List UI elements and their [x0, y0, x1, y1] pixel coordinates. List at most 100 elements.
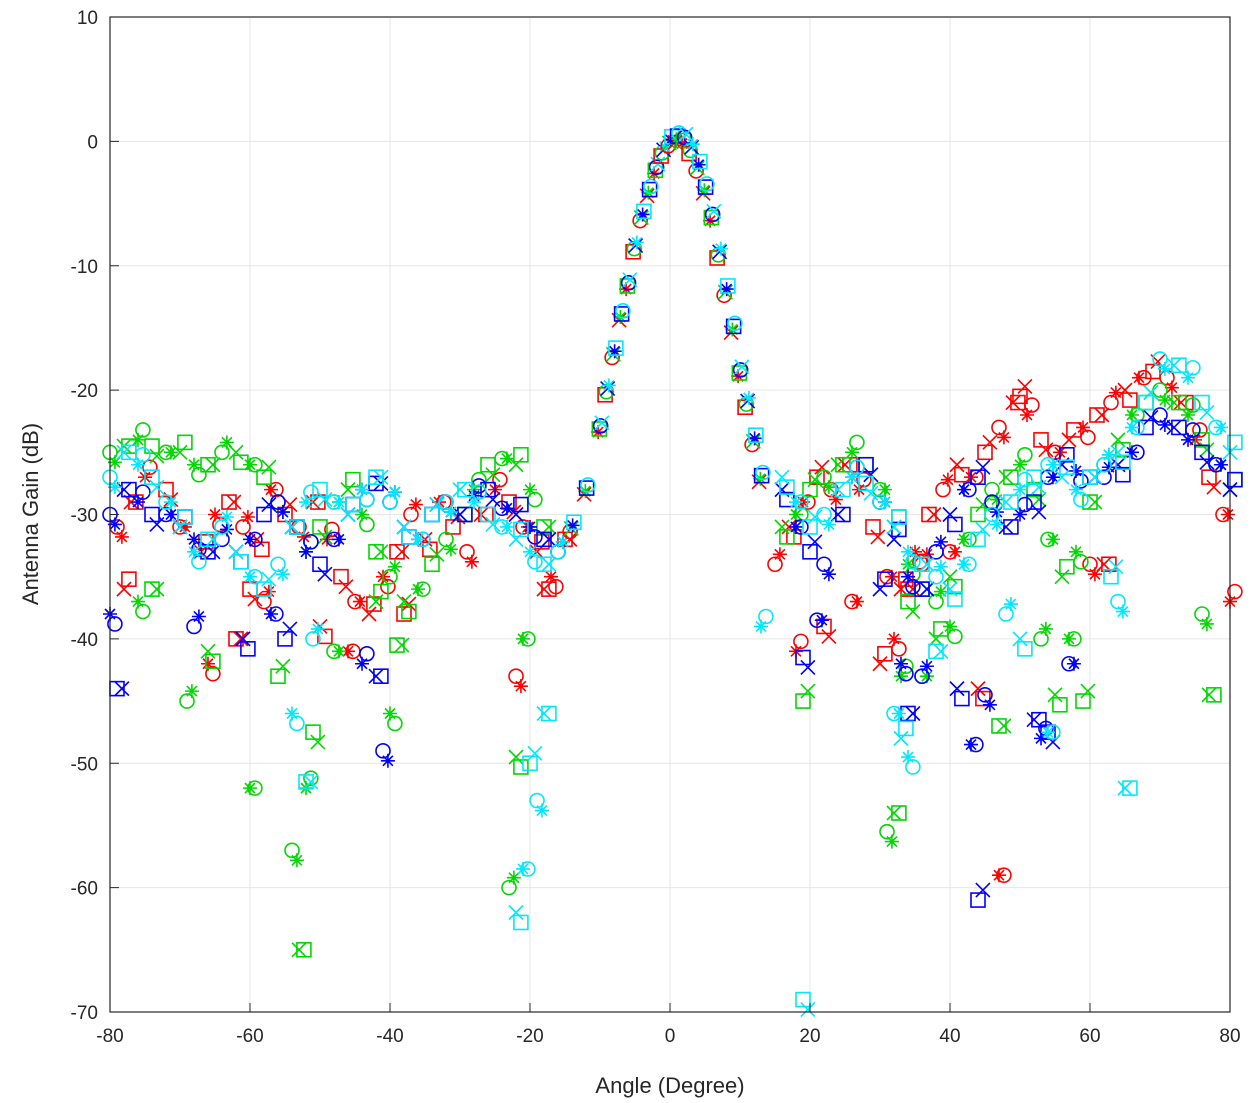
x-marker: [942, 506, 958, 523]
star-marker: [1062, 631, 1076, 646]
circle-marker: [459, 544, 475, 560]
x-marker: [886, 805, 902, 821]
x-marker: [485, 492, 501, 508]
star-marker: [1157, 417, 1172, 432]
square-marker: [144, 581, 160, 597]
star-marker: [821, 567, 836, 582]
circle-marker: [879, 823, 895, 840]
square-marker: [536, 556, 552, 573]
x-marker: [340, 482, 356, 498]
square-marker: [1138, 394, 1154, 411]
star-marker: [1020, 408, 1034, 422]
square-marker: [1145, 363, 1161, 380]
star-marker: [992, 868, 1006, 883]
square-marker: [513, 759, 529, 775]
star-marker: [789, 519, 803, 534]
x-marker: [998, 469, 1014, 485]
x-marker: [919, 556, 935, 572]
circle-marker: [1017, 446, 1033, 463]
x-marker: [508, 749, 524, 765]
x-marker: [541, 556, 557, 572]
circle-marker: [758, 608, 774, 625]
star-marker: [523, 482, 537, 497]
star-marker: [607, 344, 622, 359]
circle-marker: [1073, 473, 1089, 489]
star-marker: [243, 532, 257, 547]
x-marker: [485, 516, 501, 533]
circle-marker: [359, 516, 375, 533]
x-marker: [949, 457, 965, 473]
x-marker: [678, 126, 694, 142]
star-marker: [754, 619, 768, 634]
star-marker: [891, 706, 906, 721]
square-marker: [858, 475, 874, 492]
star-marker: [1199, 616, 1214, 631]
star-marker: [685, 137, 700, 152]
star-marker: [296, 529, 311, 544]
x-marker: [926, 506, 942, 523]
star-marker: [219, 522, 234, 537]
square-marker: [608, 340, 624, 356]
x-marker: [1054, 469, 1070, 485]
x-marker: [541, 531, 557, 547]
circle-marker: [984, 481, 1000, 498]
circle-marker: [520, 631, 536, 647]
x-marker: [508, 457, 524, 473]
square-marker: [1206, 687, 1222, 703]
x-marker: [205, 457, 221, 473]
star-marker: [506, 870, 521, 885]
x-marker: [870, 529, 886, 545]
star-marker: [1101, 460, 1116, 475]
x-marker: [893, 730, 909, 746]
y-tick-labels: 10 0 -10 -20 -30 -40 -50 -60 -70: [71, 8, 119, 1024]
y-tick-label: -70: [71, 1003, 98, 1024]
square-marker: [795, 649, 811, 666]
x-marker: [317, 492, 333, 508]
star-marker: [201, 656, 215, 671]
star-marker: [629, 235, 644, 250]
y-tick-label: 0: [87, 132, 98, 153]
star-marker: [919, 547, 934, 562]
x-marker: [905, 705, 921, 722]
star-marker: [845, 470, 859, 485]
star-marker: [901, 544, 915, 559]
circle-marker: [1073, 553, 1089, 570]
square-marker: [748, 427, 764, 444]
circle-marker: [793, 494, 809, 510]
x-marker: [429, 546, 445, 562]
star-marker: [355, 656, 369, 671]
star-marker: [1132, 370, 1146, 385]
circle-marker: [284, 842, 300, 859]
x-marker: [1199, 454, 1215, 470]
square-marker: [424, 506, 440, 523]
x-marker: [886, 531, 902, 547]
circle-marker: [947, 628, 963, 645]
circle-marker: [550, 544, 566, 560]
square-marker: [947, 516, 963, 533]
x-marker: [1201, 687, 1217, 703]
star-marker: [1157, 393, 1172, 408]
x-marker: [1110, 444, 1126, 460]
x-marker: [863, 485, 879, 501]
x-tick-label: -80: [96, 1026, 123, 1047]
square-marker: [480, 506, 496, 523]
star-marker: [499, 451, 514, 466]
x-marker: [373, 544, 389, 560]
star-marker: [219, 509, 234, 524]
star-marker: [821, 480, 836, 495]
circle-marker: [403, 506, 419, 523]
square-marker: [1122, 392, 1138, 408]
circle-marker: [914, 668, 930, 684]
x-marker: [1054, 569, 1070, 585]
x-marker: [1166, 357, 1182, 373]
circle-marker: [592, 418, 609, 434]
star-marker: [355, 507, 369, 522]
star-marker: [275, 567, 290, 582]
square-marker: [298, 774, 314, 790]
star-marker: [264, 482, 278, 497]
star-marker: [163, 507, 178, 522]
circle-marker: [727, 315, 743, 332]
circle-marker: [767, 556, 783, 573]
star-marker: [1108, 385, 1123, 400]
star-marker: [107, 455, 122, 470]
